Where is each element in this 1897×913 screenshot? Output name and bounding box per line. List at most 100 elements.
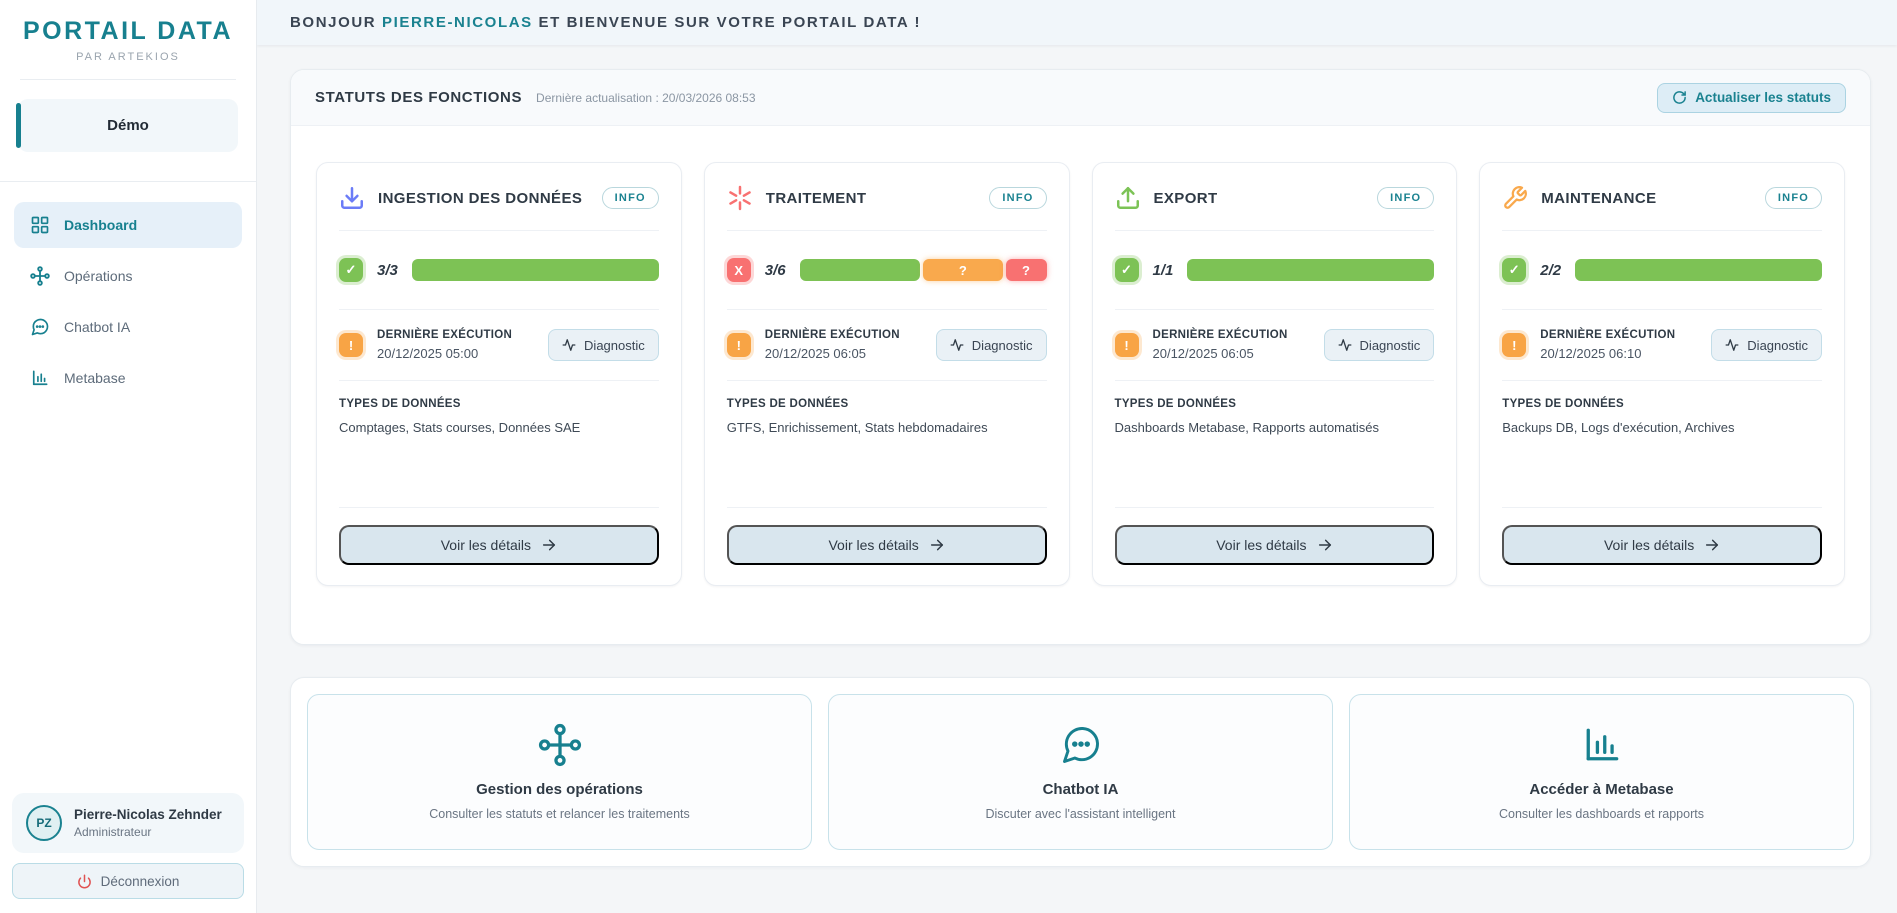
action-card-metabase[interactable]: Accéder à Metabase Consulter les dashboa… <box>1349 694 1854 850</box>
refresh-statuses-button[interactable]: Actualiser les statuts <box>1657 82 1846 113</box>
info-badge[interactable]: INFO <box>989 187 1047 209</box>
card-header: TRAITEMENT INFO <box>727 183 1047 213</box>
sidebar-item-operations[interactable]: Opérations <box>14 253 242 299</box>
data-types-label: TYPES DE DONNÉES <box>1114 398 1237 410</box>
card-header: INGESTION DES DONNÉES INFO <box>339 183 659 213</box>
last-execution-row: ! DERNIÈRE EXÉCUTION 20/12/2025 06:05 Di… <box>1114 329 1435 361</box>
activity-icon <box>562 338 576 352</box>
status-count: 3/3 <box>377 261 398 279</box>
progress-segment-warning: ? <box>923 259 1003 281</box>
sidebar-spacer <box>0 401 256 793</box>
grid-icon <box>30 215 50 235</box>
panel-title: STATUTS DES FONCTIONS <box>315 89 523 106</box>
greeting-user-name: PIERRE-NICOLAS <box>382 14 533 31</box>
info-badge[interactable]: INFO <box>1764 187 1822 209</box>
sidebar-nav: Dashboard Opérations Chatbot IA Metabase <box>0 182 256 401</box>
progress-bar <box>1187 259 1435 281</box>
wrench-icon <box>1502 185 1528 211</box>
data-types-block: TYPES DE DONNÉES Backups DB, Logs d'exéc… <box>1502 398 1822 493</box>
arrow-right-icon <box>1704 537 1720 553</box>
divider <box>726 380 1047 381</box>
progress-segment-success <box>1187 259 1435 281</box>
divider <box>726 309 1047 310</box>
view-details-button[interactable]: Voir les détails <box>1502 525 1822 565</box>
action-card-operations[interactable]: Gestion des opérations Consulter les sta… <box>307 694 812 850</box>
data-types-block: TYPES DE DONNÉES GTFS, Enrichissement, S… <box>727 398 1047 493</box>
chat-bubble-icon <box>30 317 50 337</box>
arrow-right-icon <box>541 537 557 553</box>
view-details-button[interactable]: Voir les détails <box>726 525 1047 565</box>
diagnostic-label: Diagnostic <box>584 337 645 353</box>
card-title: EXPORT <box>1153 189 1218 207</box>
diagnostic-label: Diagnostic <box>1747 337 1808 353</box>
info-badge[interactable]: INFO <box>601 187 659 209</box>
last-execution-date: 20/12/2025 06:10 <box>1540 346 1642 361</box>
action-card-chatbot[interactable]: Chatbot IA Discuter avec l'assistant int… <box>828 694 1333 850</box>
divider <box>1114 309 1435 310</box>
divider <box>1502 507 1822 508</box>
arrow-right-icon <box>929 537 945 553</box>
asterisk-icon <box>727 185 753 211</box>
diagnostic-button[interactable]: Diagnostic <box>1323 329 1435 361</box>
sidebar-item-chatbot[interactable]: Chatbot IA <box>14 304 242 350</box>
view-details-button[interactable]: Voir les détails <box>339 525 659 565</box>
divider <box>20 79 236 80</box>
greeting-prefix: BONJOUR <box>290 14 377 31</box>
view-details-label: Voir les détails <box>440 537 532 553</box>
action-title: Gestion des opérations <box>476 781 643 798</box>
client-selector[interactable]: Démo <box>16 99 238 152</box>
network-icon <box>538 723 582 767</box>
function-card-ingestion: INGESTION DES DONNÉES INFO ✓ 3/3 ! <box>316 162 682 586</box>
data-types-value: Comptages, Stats courses, Données SAE <box>339 420 581 435</box>
sidebar-item-dashboard[interactable]: Dashboard <box>14 202 242 248</box>
progress-segment-success <box>1575 259 1822 281</box>
status-success-badge: ✓ <box>339 258 363 282</box>
card-title: INGESTION DES DONNÉES <box>378 189 583 207</box>
status-row: ✓ 2/2 <box>1502 258 1822 282</box>
divider <box>0 181 256 182</box>
diagnostic-button[interactable]: Diagnostic <box>1711 329 1822 361</box>
divider <box>339 507 659 508</box>
progress-bar <box>1575 259 1822 281</box>
diagnostic-button[interactable]: Diagnostic <box>548 329 659 361</box>
last-execution-label: DERNIÈRE EXÉCUTION <box>1152 329 1288 341</box>
function-card-traitement: TRAITEMENT INFO X 3/6 ? ? <box>703 162 1070 586</box>
app-title: PORTAIL DATA <box>22 17 234 45</box>
action-subtitle: Discuter avec l'assistant intelligent <box>985 807 1176 821</box>
warning-badge: ! <box>339 333 363 357</box>
data-types-label: TYPES DE DONNÉES <box>1502 398 1624 410</box>
last-update-text: Dernière actualisation : 20/03/2026 08:5… <box>536 90 756 105</box>
sidebar-item-metabase[interactable]: Metabase <box>14 355 242 401</box>
diagnostic-button[interactable]: Diagnostic <box>935 329 1047 361</box>
function-card-export: EXPORT INFO ✓ 1/1 ! <box>1091 162 1458 586</box>
view-details-label: Voir les détails <box>1216 537 1307 553</box>
user-name: Pierre-Nicolas Zehnder <box>74 807 222 822</box>
warning-badge: ! <box>726 333 751 357</box>
last-execution-date: 20/12/2025 05:00 <box>377 346 479 361</box>
chat-bubble-icon <box>1059 723 1103 767</box>
card-header: EXPORT INFO <box>1115 183 1435 213</box>
statuses-cards: INGESTION DES DONNÉES INFO ✓ 3/3 ! <box>291 126 1870 644</box>
progress-bar <box>411 259 659 281</box>
avatar: PZ <box>26 805 62 841</box>
statuses-panel-header: STATUTS DES FONCTIONS Dernière actualisa… <box>291 70 1870 126</box>
bar-chart-icon <box>30 368 50 388</box>
info-badge[interactable]: INFO <box>1377 187 1435 209</box>
client-name: Démo <box>107 117 149 134</box>
view-details-button[interactable]: Voir les détails <box>1114 525 1435 565</box>
card-title: MAINTENANCE <box>1541 189 1657 207</box>
content: STATUTS DES FONCTIONS Dernière actualisa… <box>257 45 1897 913</box>
sidebar: PORTAIL DATA PAR ARTEKIOS Démo Dashboard… <box>0 0 257 913</box>
status-count: 3/6 <box>764 261 786 279</box>
divider <box>339 230 659 231</box>
divider <box>1502 230 1822 231</box>
divider <box>726 230 1047 231</box>
divider <box>1114 507 1435 508</box>
activity-icon <box>1725 338 1739 352</box>
logout-button[interactable]: Déconnexion <box>12 863 244 899</box>
last-execution-label: DERNIÈRE EXÉCUTION <box>377 329 513 341</box>
progress-segment-error: ? <box>1005 259 1047 281</box>
last-execution-date: 20/12/2025 06:05 <box>764 346 866 361</box>
divider <box>1502 309 1822 310</box>
data-types-value: Dashboards Metabase, Rapports automatisé… <box>1114 420 1379 435</box>
